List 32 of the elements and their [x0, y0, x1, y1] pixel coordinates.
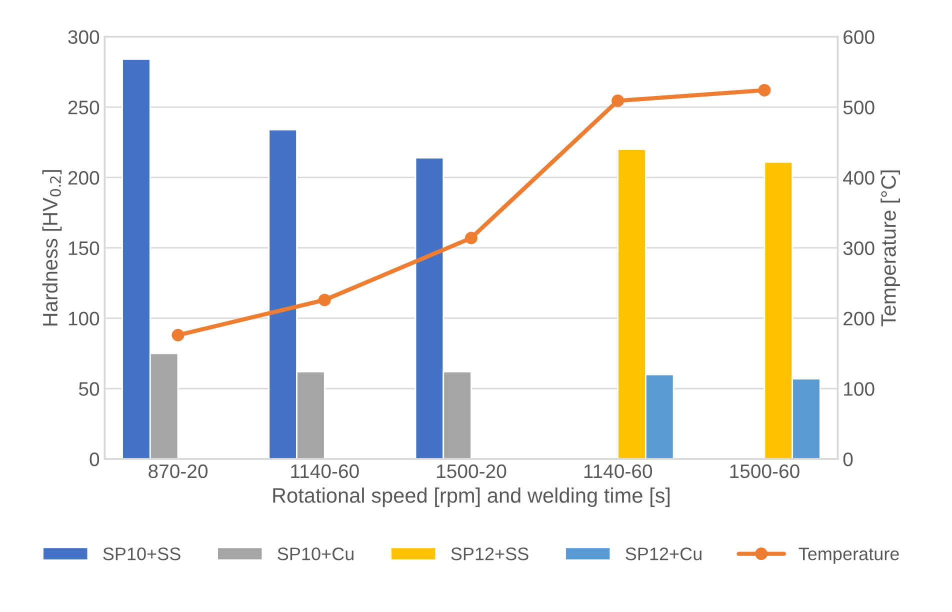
y2-tick-label: 200: [844, 312, 874, 326]
y2-tick-label: 500: [843, 100, 874, 114]
legend-label: SP12+Cu: [626, 548, 702, 560]
y-tick-label: 50: [79, 382, 100, 396]
x-tick-label: 1140-60: [291, 464, 359, 478]
point: [318, 294, 331, 306]
legend-label: SP10+SS: [103, 548, 180, 560]
y2-tick-label: 600: [844, 30, 874, 44]
x-tick-label: 870-20: [148, 464, 208, 478]
y-tick-label: 150: [68, 241, 100, 256]
x-tick-label: 1140-60: [584, 464, 652, 478]
legend-label: SP12+SS: [451, 548, 528, 560]
point: [172, 328, 184, 342]
y2-axis-title: Temperature [°C]: [880, 170, 900, 326]
point: [758, 84, 771, 96]
y2-tick-label: 400: [843, 170, 874, 185]
y2-tick-label: 100: [844, 382, 874, 396]
y-tick-label: 200: [68, 170, 100, 185]
y-tick-label: 300: [68, 30, 100, 44]
point: [612, 94, 624, 108]
x-tick-label: 1500-60: [730, 464, 800, 478]
legend-label: SP10+Cu: [278, 548, 354, 560]
y-tick-label: 250: [68, 100, 100, 114]
y2-tick-label: 300: [843, 241, 874, 256]
x-tick-label: 1500-20: [437, 464, 506, 478]
y2-tick-label: 0: [843, 452, 853, 466]
x-axis-title: Rotational speed [rpm] and welding time [s]: [273, 488, 670, 507]
point: [464, 232, 478, 244]
y-axis-title: Hardness [HV$_{0.2}$]: [42, 170, 62, 326]
legend-label: Temperature: [798, 548, 899, 564]
y-tick-label: 0: [90, 452, 100, 466]
y-tick-label: 100: [68, 312, 100, 326]
